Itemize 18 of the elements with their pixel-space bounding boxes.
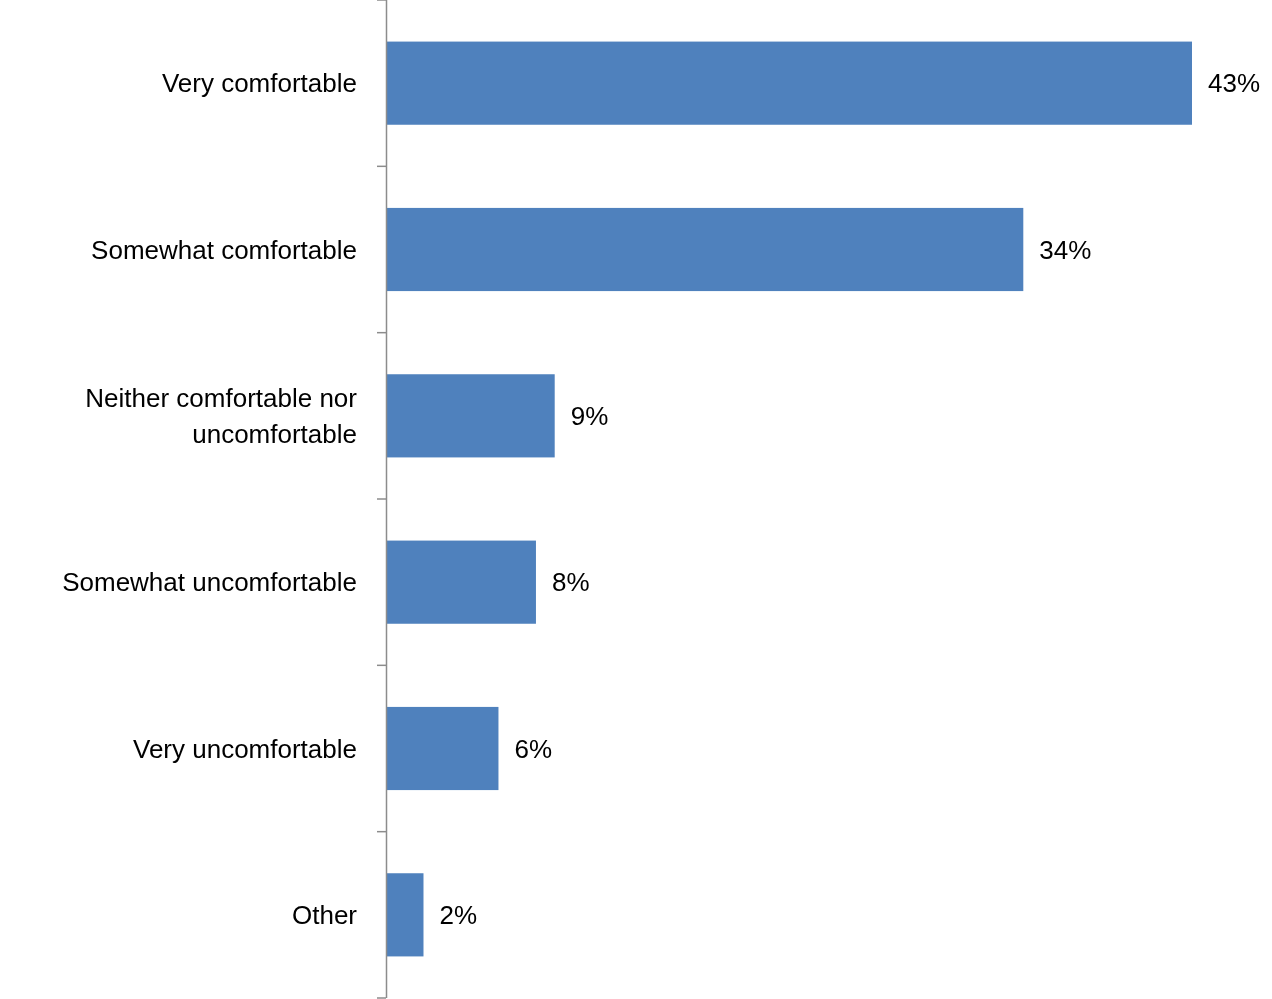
bar — [386, 706, 499, 791]
bar — [386, 374, 555, 458]
bar — [386, 540, 536, 624]
bar — [386, 207, 1024, 292]
data-label: 2% — [439, 899, 478, 930]
y-tick-label: Very comfortable — [161, 68, 357, 99]
data-label: 43% — [1208, 68, 1261, 99]
data-label: 8% — [551, 567, 590, 598]
bar — [386, 41, 1192, 125]
y-tick-label: Somewhat uncomfortable — [62, 567, 357, 598]
y-tick-label: Other — [291, 899, 358, 930]
data-label: 34% — [1039, 234, 1092, 265]
data-label: 6% — [514, 733, 553, 764]
y-tick-label: Very uncomfortable — [132, 733, 357, 764]
y-tick-label: Somewhat comfortable — [91, 234, 357, 265]
data-label: 9% — [570, 400, 609, 431]
y-tick-label: Neither comfortable nor uncomfortable — [85, 382, 358, 449]
bar — [386, 873, 424, 957]
